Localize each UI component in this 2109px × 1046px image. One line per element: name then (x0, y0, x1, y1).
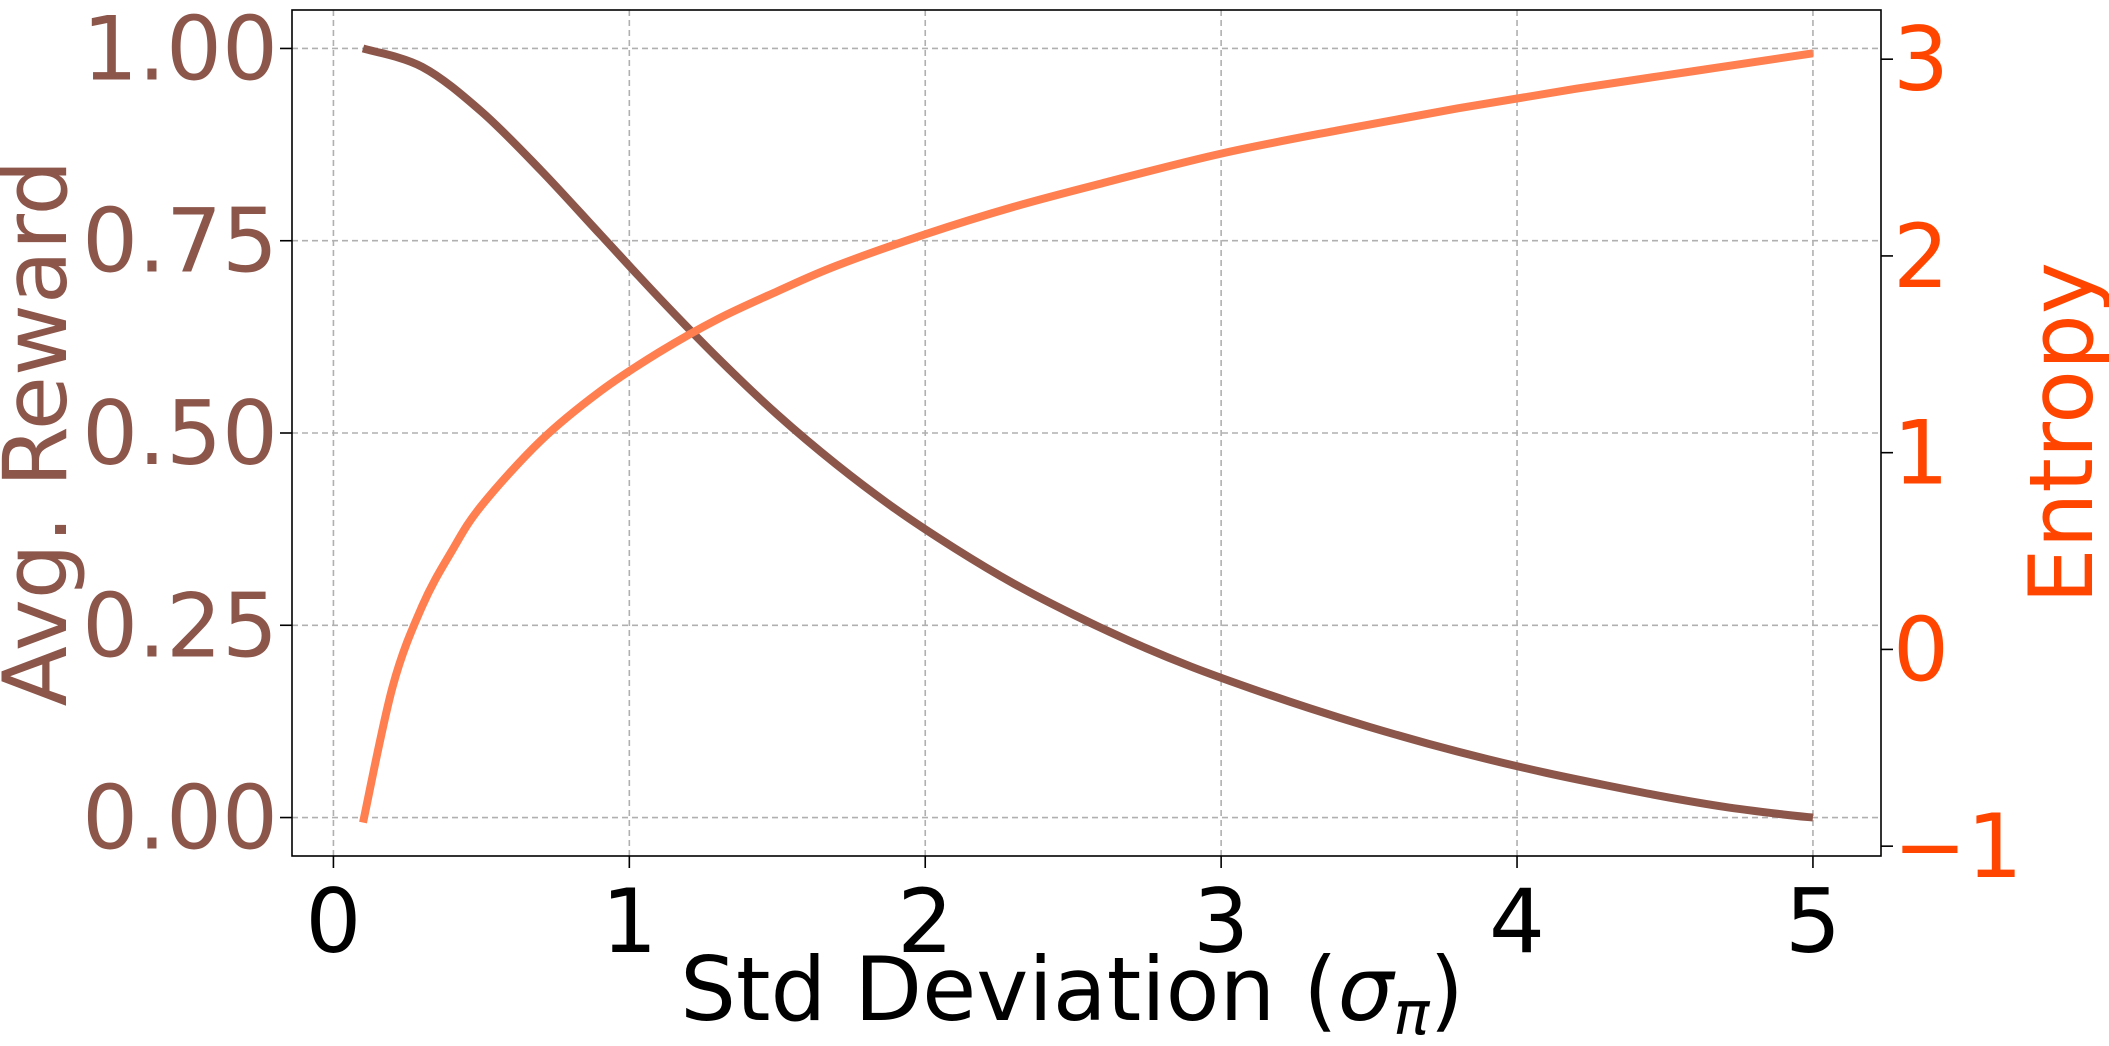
x-tick-label: 0 (305, 870, 361, 973)
grid-lines (292, 10, 1881, 856)
y-right-tick-label: 3 (1893, 8, 1949, 111)
x-tick-label: 1 (601, 870, 657, 973)
x-axis-title-sub: π (1393, 979, 1430, 1046)
y-right-tick-label: 2 (1893, 205, 1949, 308)
series-lines (359, 44, 1814, 824)
x-tick-label: 2 (897, 870, 953, 973)
y-axis-left-title: Avg. Reward (0, 160, 87, 707)
x-axis-title: Std Deviation (σπ) (680, 938, 1464, 1046)
y-left-tick-label: 0.00 (82, 767, 278, 870)
y-left-tick-label: 1.00 (82, 0, 278, 100)
y-left-tick-label: 0.25 (82, 574, 278, 677)
x-tick-label: 3 (1193, 870, 1249, 973)
entropy-line (359, 49, 1814, 824)
y-right-tick-label: −1 (1893, 795, 2023, 898)
y-left-tick-label: 0.50 (82, 382, 278, 485)
y-axis-right-title: Entropy (2010, 262, 2109, 604)
y-right-tick-label: 0 (1893, 598, 1949, 701)
y-right-tick-label: 1 (1893, 402, 1949, 505)
y-left-tick-label: 0.75 (82, 190, 278, 293)
avg-reward-line (361, 44, 1814, 822)
x-axis-title-sigma: σ (1338, 938, 1397, 1041)
x-tick-label: 4 (1489, 870, 1545, 973)
x-tick-label: 5 (1785, 870, 1841, 973)
tick-labels: 0 1 2 3 4 5 0.00 0.25 0.50 0.75 1.00 −1 0 1 2 3 (82, 0, 2023, 973)
x-axis-title-main: Std Deviation ( (680, 938, 1337, 1041)
x-axis-title-close: ) (1429, 938, 1463, 1041)
ticks (280, 47, 1893, 868)
